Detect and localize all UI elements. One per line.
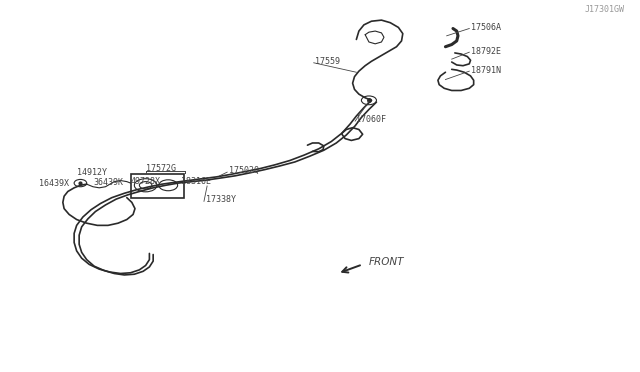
Text: 18791N: 18791N <box>470 65 500 74</box>
Text: 14912Y: 14912Y <box>77 168 107 177</box>
Text: FRONT: FRONT <box>369 257 404 267</box>
Text: 17502Q: 17502Q <box>229 166 259 175</box>
Text: 17338Y: 17338Y <box>206 195 236 204</box>
Text: 17559: 17559 <box>315 57 340 66</box>
Text: 36439K: 36439K <box>93 178 123 187</box>
Text: 49728X: 49728X <box>131 177 161 186</box>
Text: 18792E: 18792E <box>470 46 500 55</box>
Bar <box>131 174 184 198</box>
Text: 18316E: 18316E <box>180 177 211 186</box>
Text: 16439X: 16439X <box>39 179 69 187</box>
Text: 17572G: 17572G <box>146 164 175 173</box>
Text: 17060F: 17060F <box>356 115 387 124</box>
Text: J17301GW: J17301GW <box>584 5 624 14</box>
Text: 17506A: 17506A <box>470 23 500 32</box>
